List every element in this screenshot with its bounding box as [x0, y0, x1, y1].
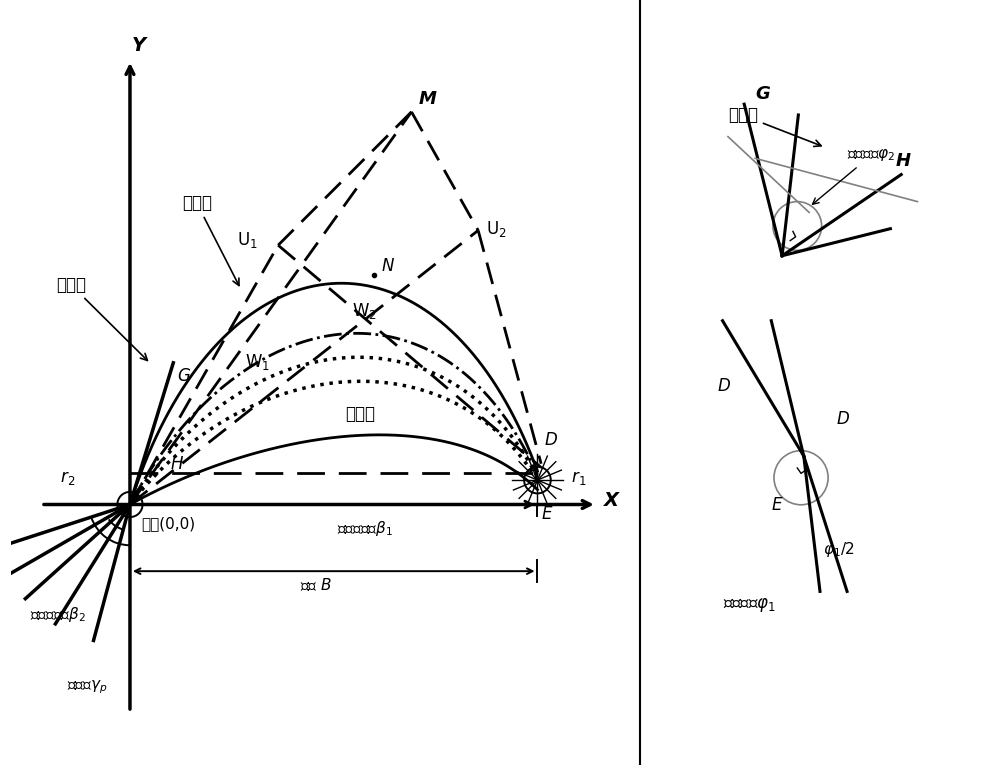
Text: 前额线: 前额线: [728, 106, 821, 146]
Text: 原点(0,0): 原点(0,0): [141, 516, 195, 531]
Text: 几何出气角$\beta_2$: 几何出气角$\beta_2$: [30, 605, 86, 624]
Text: X: X: [604, 491, 619, 510]
Text: E: E: [771, 496, 782, 514]
Text: 前缘契角$\varphi_1$: 前缘契角$\varphi_1$: [723, 596, 775, 614]
Text: G: G: [755, 85, 770, 103]
Text: 后额线: 后额线: [56, 275, 147, 360]
Text: E: E: [541, 506, 552, 523]
Text: U$_2$: U$_2$: [486, 219, 506, 239]
Text: W$_2$: W$_2$: [352, 301, 377, 321]
Text: r$_2$: r$_2$: [60, 469, 75, 487]
Text: $\varphi_1$/2: $\varphi_1$/2: [823, 539, 855, 558]
Text: H: H: [896, 152, 911, 171]
Text: 尾缘契角$\varphi_2$: 尾缘契角$\varphi_2$: [813, 148, 896, 204]
Text: U$_1$: U$_1$: [237, 230, 258, 250]
Text: 几何进气角$\beta_1$: 几何进气角$\beta_1$: [337, 519, 393, 538]
Text: 压力边: 压力边: [345, 405, 375, 423]
Text: D: D: [545, 431, 558, 449]
Text: 吸力边: 吸力边: [182, 194, 239, 285]
Text: N: N: [382, 257, 394, 275]
Text: G: G: [177, 367, 190, 386]
Text: D: D: [717, 377, 730, 395]
Text: W$_1$: W$_1$: [245, 353, 270, 373]
Text: H: H: [171, 455, 183, 473]
Text: D: D: [836, 409, 849, 428]
Text: 叶宽 $B$: 叶宽 $B$: [300, 576, 332, 593]
Text: Y: Y: [132, 36, 146, 55]
Text: M: M: [419, 90, 437, 109]
Text: r$_1$: r$_1$: [571, 469, 586, 487]
Text: 安装角$\gamma_p$: 安装角$\gamma_p$: [67, 679, 108, 696]
